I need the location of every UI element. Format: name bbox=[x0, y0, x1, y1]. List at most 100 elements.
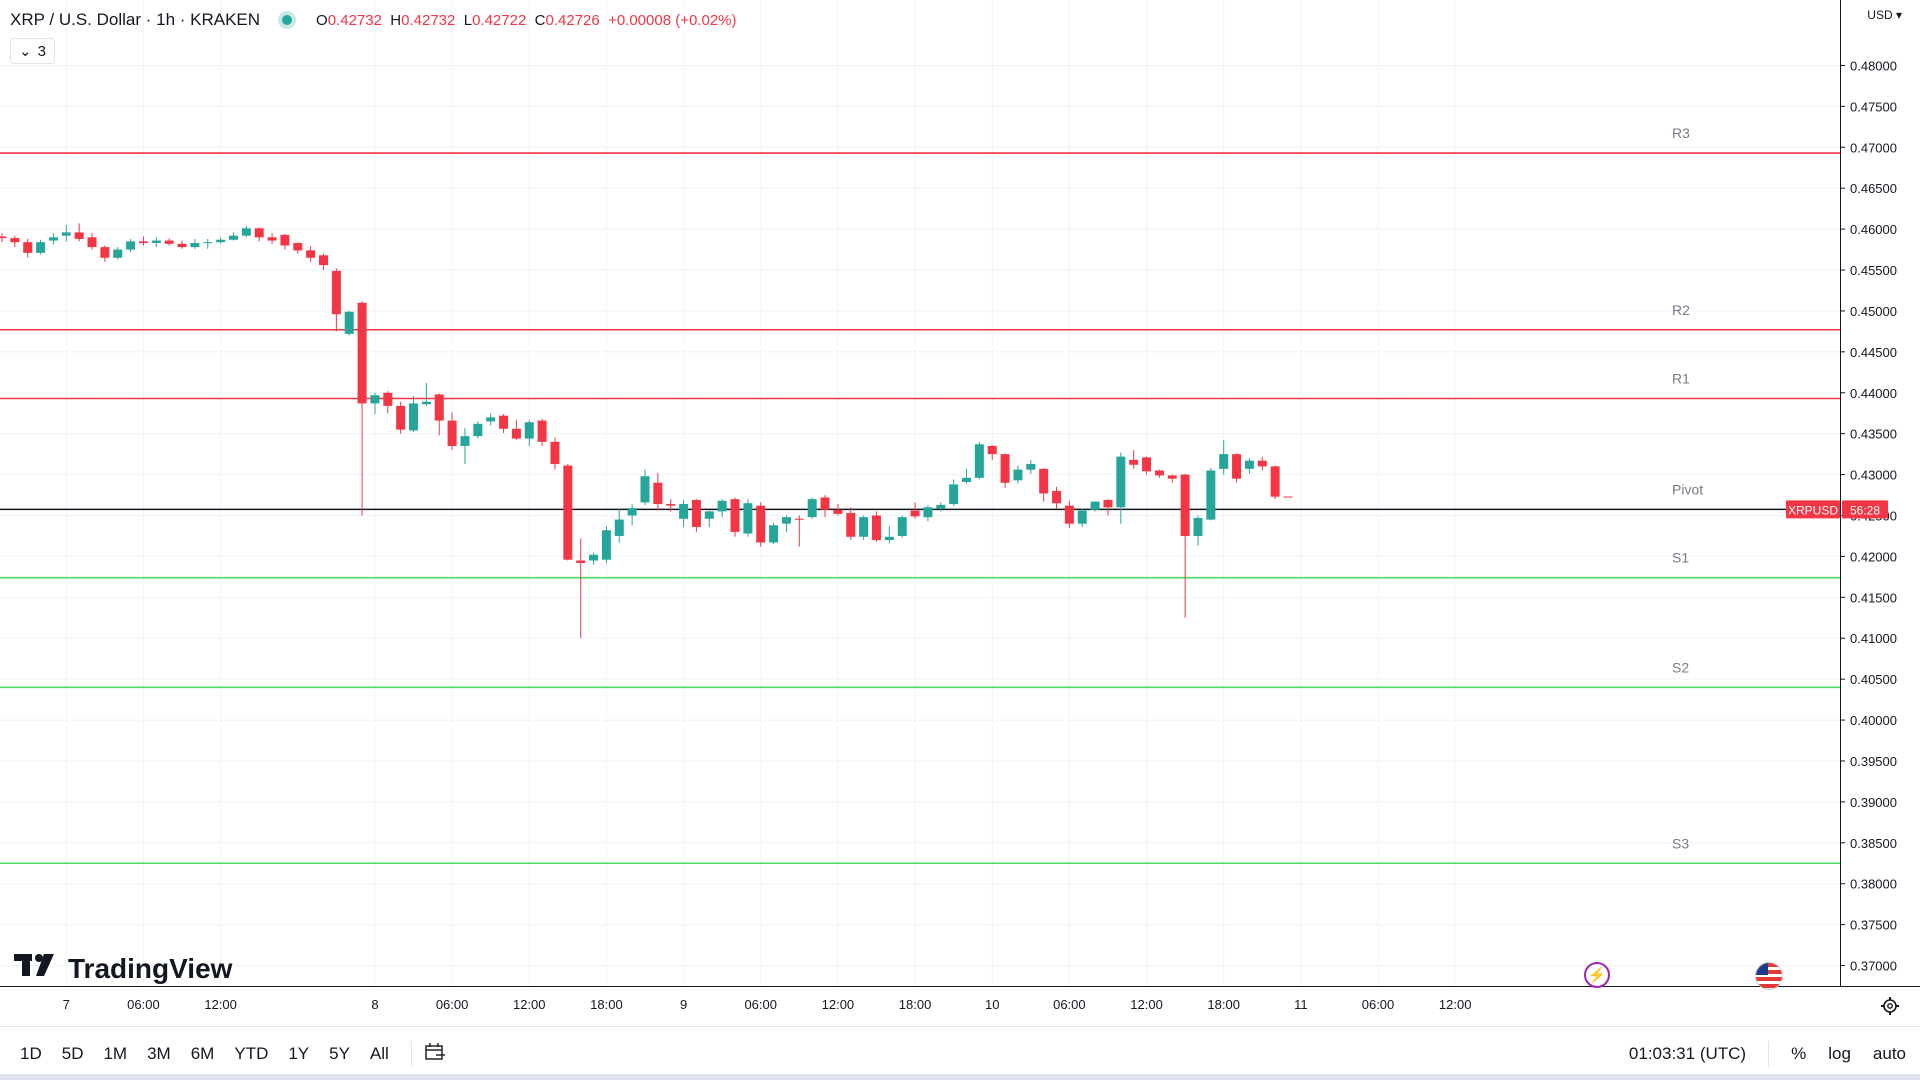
gear-icon[interactable] bbox=[1880, 996, 1900, 1021]
x-tick-label: 10 bbox=[985, 997, 999, 1012]
candle-body bbox=[499, 415, 509, 429]
candle-body bbox=[113, 249, 123, 258]
candle-body bbox=[447, 420, 457, 446]
candle-body bbox=[1000, 454, 1010, 483]
candle-body bbox=[74, 232, 84, 239]
logo-text: TradingView bbox=[68, 952, 233, 984]
log-scale-button[interactable]: log bbox=[1828, 1044, 1851, 1063]
bottom-toolbar: 1D 5D 1M 3M 6M YTD 1Y 5Y All 01:03:31 (U… bbox=[0, 1026, 1920, 1081]
market-status-icon[interactable] bbox=[282, 15, 293, 25]
candle-body bbox=[1283, 496, 1293, 498]
y-tick-label: 0.45500 bbox=[1850, 263, 1897, 278]
range-buttons: 1D 5D 1M 3M 6M YTD 1Y 5Y All bbox=[10, 1044, 399, 1064]
x-tick-label: 18:00 bbox=[899, 997, 932, 1012]
candle-body bbox=[859, 517, 869, 537]
level-label-s2: S2 bbox=[1672, 659, 1689, 675]
price-chart[interactable]: 0.48000 0.47500 0.47000 0.46500 0.46000 0.455… bbox=[0, 0, 1920, 1026]
y-tick-label: 0.47000 bbox=[1850, 140, 1897, 155]
candle-body bbox=[409, 403, 419, 431]
grid bbox=[0, 0, 1840, 986]
y-tick-label: 0.38000 bbox=[1850, 877, 1897, 892]
y-tick-label: 0.47500 bbox=[1850, 99, 1897, 114]
candle-body bbox=[524, 422, 534, 439]
candle-body bbox=[1206, 470, 1216, 520]
candle-body bbox=[807, 499, 817, 518]
y-tick-label: 0.41500 bbox=[1850, 590, 1897, 605]
candle-body bbox=[254, 228, 264, 238]
candle-body bbox=[319, 255, 328, 266]
candle-body bbox=[1039, 468, 1049, 494]
range-3m-button[interactable]: 3M bbox=[147, 1044, 171, 1063]
percent-scale-button[interactable]: % bbox=[1791, 1044, 1807, 1063]
range-5d-button[interactable]: 5D bbox=[61, 1044, 84, 1063]
y-tick-label: 0.37000 bbox=[1850, 959, 1897, 974]
clock-display[interactable]: 01:03:31 (UTC) bbox=[1628, 1044, 1747, 1063]
us-flag-icon[interactable] bbox=[1755, 962, 1783, 990]
x-tick-label: 9 bbox=[680, 997, 687, 1012]
candle-body bbox=[923, 507, 933, 518]
candle-body bbox=[576, 560, 586, 563]
candle-body bbox=[589, 554, 599, 561]
candle-body bbox=[1154, 470, 1164, 476]
y-tick-label: 0.43000 bbox=[1850, 468, 1897, 483]
range-5y-button[interactable]: 5Y bbox=[329, 1044, 350, 1063]
candle-body bbox=[383, 392, 393, 406]
symbol-tag-label: XRPUSD bbox=[1788, 503, 1838, 517]
tradingview-logo[interactable]: TradingView bbox=[14, 952, 232, 985]
candle-body bbox=[0, 236, 7, 239]
range-ytd-button[interactable]: YTD bbox=[234, 1044, 269, 1063]
x-tick-label: 06:00 bbox=[1362, 997, 1395, 1012]
candle-body bbox=[949, 484, 959, 505]
y-tick-label: 0.38500 bbox=[1850, 836, 1897, 851]
date-range-icon[interactable] bbox=[424, 1042, 446, 1067]
candle-body bbox=[48, 237, 58, 241]
countdown-tag-bg bbox=[1842, 500, 1888, 519]
candle-body bbox=[846, 513, 856, 537]
pivot-levels: R3 R2 R1 Pivot S1 S2 S3 bbox=[0, 125, 1840, 865]
candle-body bbox=[691, 499, 701, 527]
candle-body bbox=[1270, 466, 1280, 497]
candle-body bbox=[190, 243, 200, 248]
candle-body bbox=[743, 503, 753, 534]
candle-body bbox=[1090, 501, 1100, 510]
x-tick-label: 18:00 bbox=[1207, 997, 1240, 1012]
level-label-r3: R3 bbox=[1672, 125, 1690, 141]
y-tick-label: 0.46500 bbox=[1850, 181, 1897, 196]
candle-body bbox=[987, 445, 997, 455]
candle-body bbox=[87, 237, 97, 248]
x-tick-label: 12:00 bbox=[1439, 997, 1472, 1012]
chevron-down-icon: ▾ bbox=[1892, 8, 1902, 22]
x-tick-label: 06:00 bbox=[127, 997, 160, 1012]
candle-body bbox=[344, 311, 354, 334]
price-tag: XRPUSD 56:28 bbox=[1786, 500, 1888, 519]
candle-body bbox=[511, 428, 521, 439]
range-all-button[interactable]: All bbox=[369, 1044, 389, 1063]
candle-body bbox=[640, 476, 650, 503]
candle-body bbox=[241, 228, 251, 236]
y-tick-label: 0.37500 bbox=[1850, 918, 1897, 933]
y-tick-label: 0.43500 bbox=[1850, 427, 1897, 442]
candle-body bbox=[331, 270, 341, 315]
range-1m-button[interactable]: 1M bbox=[103, 1044, 128, 1063]
range-1y-button[interactable]: 1Y bbox=[288, 1044, 310, 1063]
x-tick-label: 11 bbox=[1294, 997, 1308, 1012]
candle-body bbox=[1142, 457, 1152, 472]
candle-body bbox=[1013, 469, 1023, 481]
range-6m-button[interactable]: 6M bbox=[190, 1044, 215, 1063]
candle-body bbox=[1180, 474, 1190, 536]
candle-body bbox=[653, 482, 663, 505]
candle-body bbox=[203, 242, 213, 244]
candle-body bbox=[769, 525, 779, 543]
candle-body bbox=[1129, 459, 1139, 465]
currency-selector[interactable]: USD ▾ bbox=[1867, 8, 1902, 22]
candle-body bbox=[460, 436, 470, 446]
x-tick-label: 12:00 bbox=[822, 997, 855, 1012]
indicators-toggle-button[interactable]: ⌄ 3 bbox=[10, 38, 55, 64]
chart-legend: XRP / U.S. Dollar · 1h · KRAKEN O0.42732… bbox=[10, 10, 737, 30]
symbol-title[interactable]: XRP / U.S. Dollar · 1h · KRAKEN bbox=[10, 10, 261, 29]
candle-body bbox=[550, 441, 560, 464]
candle-body bbox=[61, 232, 71, 236]
lightning-event-icon[interactable]: ⚡ bbox=[1584, 962, 1610, 988]
range-1d-button[interactable]: 1D bbox=[20, 1044, 42, 1063]
auto-scale-button[interactable]: auto bbox=[1872, 1044, 1906, 1063]
